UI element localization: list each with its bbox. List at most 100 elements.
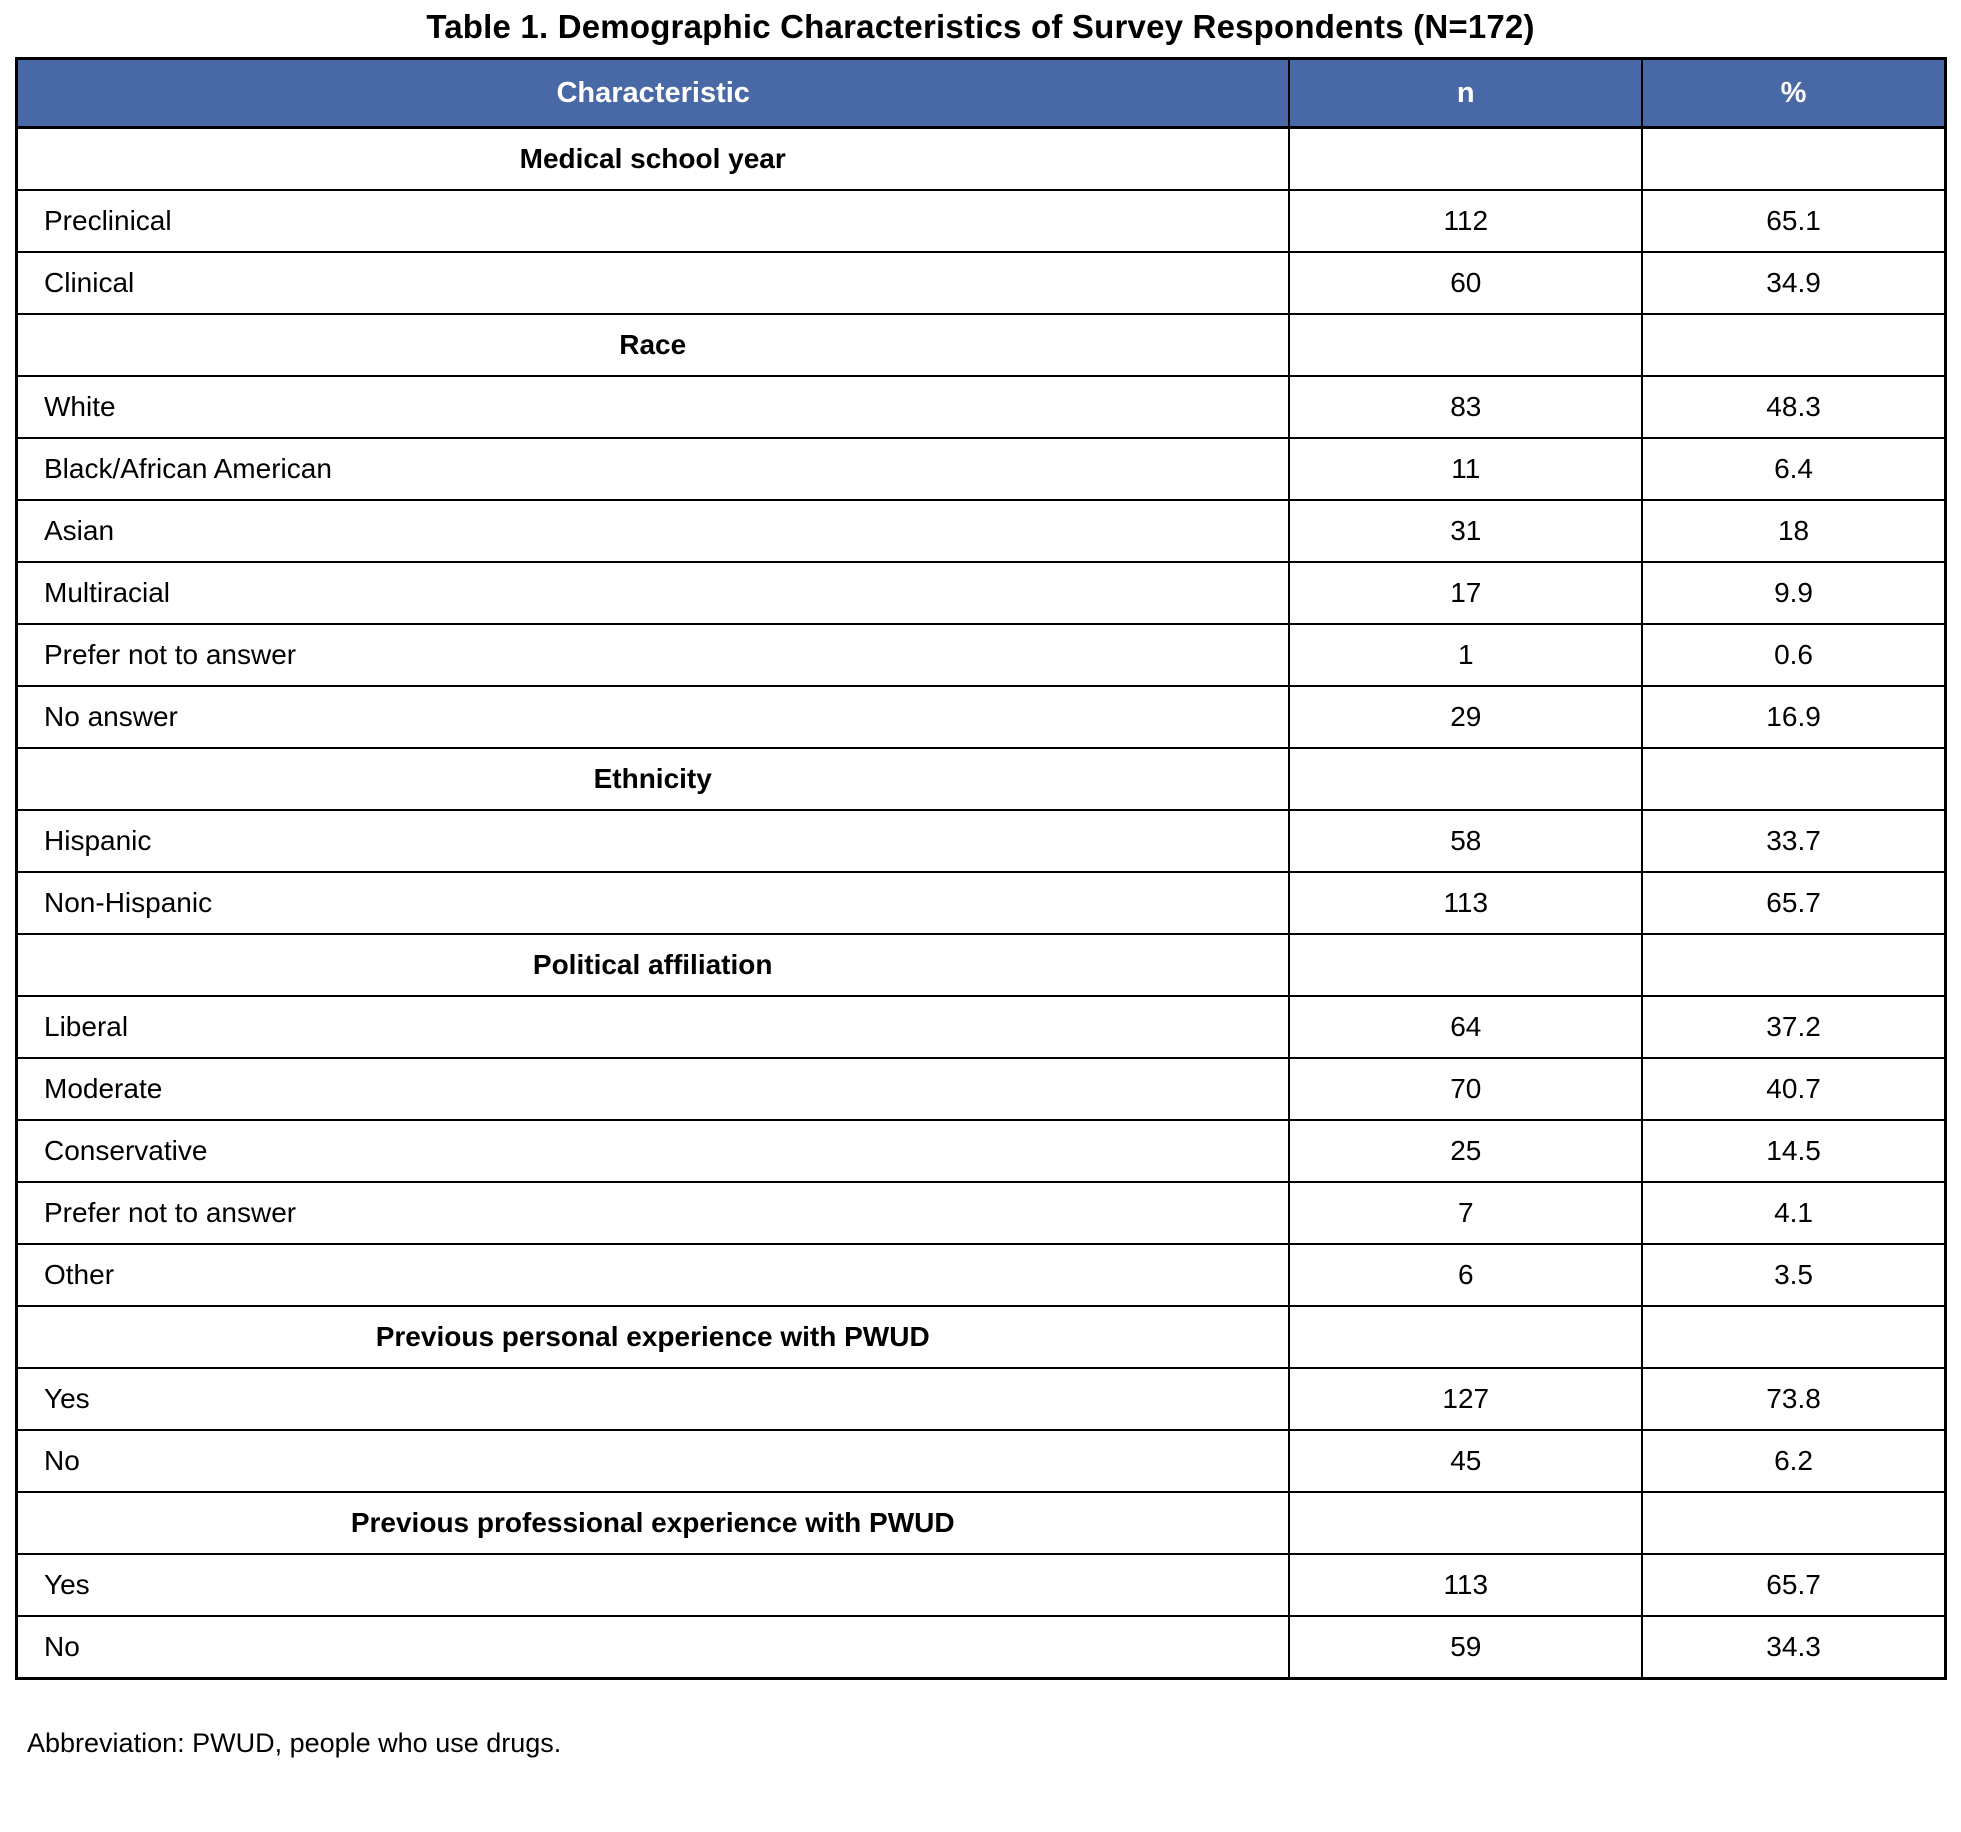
table-row: No 59 34.3: [15, 1615, 1947, 1680]
n-cell: [1288, 126, 1644, 191]
pct-cell: [1641, 933, 1947, 997]
n-cell: 7: [1288, 1181, 1644, 1245]
characteristic-cell: Multiracial: [15, 561, 1291, 625]
section-header-cell: Ethnicity: [15, 747, 1291, 811]
n-cell: 64: [1288, 995, 1644, 1059]
pct-cell: 40.7: [1641, 1057, 1947, 1121]
pct-cell: [1641, 313, 1947, 377]
table-row: Yes 113 65.7: [15, 1553, 1947, 1617]
table-row: No 45 6.2: [15, 1429, 1947, 1493]
table-row: Asian 31 18: [15, 499, 1947, 563]
n-cell: 127: [1288, 1367, 1644, 1431]
pct-cell: 65.1: [1641, 189, 1947, 253]
n-cell: [1288, 313, 1644, 377]
n-cell: 11: [1288, 437, 1644, 501]
pct-cell: 16.9: [1641, 685, 1947, 749]
table-row: Hispanic 58 33.7: [15, 809, 1947, 873]
pct-cell: 34.9: [1641, 251, 1947, 315]
section-row-political-affiliation: Political affiliation: [15, 933, 1947, 997]
pct-cell: 6.4: [1641, 437, 1947, 501]
characteristic-cell: Other: [15, 1243, 1291, 1307]
characteristic-cell: Clinical: [15, 251, 1291, 315]
n-cell: 112: [1288, 189, 1644, 253]
table-row: Conservative 25 14.5: [15, 1119, 1947, 1183]
characteristic-cell: Prefer not to answer: [15, 623, 1291, 687]
characteristic-cell: No: [15, 1429, 1291, 1493]
characteristic-cell: Black/African American: [15, 437, 1291, 501]
n-cell: 113: [1288, 1553, 1644, 1617]
pct-cell: 3.5: [1641, 1243, 1947, 1307]
n-cell: [1288, 1491, 1644, 1555]
pct-cell: 18: [1641, 499, 1947, 563]
section-row-race: Race: [15, 313, 1947, 377]
table-row: Clinical 60 34.9: [15, 251, 1947, 315]
characteristic-cell: Yes: [15, 1553, 1291, 1617]
table-row: Multiracial 17 9.9: [15, 561, 1947, 625]
pct-cell: 48.3: [1641, 375, 1947, 439]
section-row-personal-experience: Previous personal experience with PWUD: [15, 1305, 1947, 1369]
section-row-medical-school-year: Medical school year: [15, 126, 1947, 191]
header-row: Characteristic n %: [15, 57, 1947, 129]
abbreviation-footnote: Abbreviation: PWUD, people who use drugs…: [27, 1728, 562, 1758]
table-row: Black/African American 11 6.4: [15, 437, 1947, 501]
n-cell: [1288, 933, 1644, 997]
n-cell: 113: [1288, 871, 1644, 935]
table-row: Other 6 3.5: [15, 1243, 1947, 1307]
demographics-table: Characteristic n % Medical school year P…: [15, 57, 1947, 1680]
section-header-cell: Previous professional experience with PW…: [15, 1491, 1291, 1555]
characteristic-cell: Prefer not to answer: [15, 1181, 1291, 1245]
section-row-ethnicity: Ethnicity: [15, 747, 1947, 811]
table-row: Liberal 64 37.2: [15, 995, 1947, 1059]
pct-cell: 73.8: [1641, 1367, 1947, 1431]
pct-cell: 0.6: [1641, 623, 1947, 687]
characteristic-cell: Liberal: [15, 995, 1291, 1059]
n-cell: 29: [1288, 685, 1644, 749]
n-cell: 6: [1288, 1243, 1644, 1307]
table-title: Table 1. Demographic Characteristics of …: [426, 8, 1535, 45]
section-header-cell: Medical school year: [15, 126, 1291, 191]
characteristic-cell: No: [15, 1615, 1291, 1680]
table-row: Prefer not to answer 7 4.1: [15, 1181, 1947, 1245]
pct-cell: [1641, 1491, 1947, 1555]
n-cell: 1: [1288, 623, 1644, 687]
n-cell: 83: [1288, 375, 1644, 439]
n-cell: 25: [1288, 1119, 1644, 1183]
pct-cell: 14.5: [1641, 1119, 1947, 1183]
header-n: n: [1288, 57, 1644, 129]
table-row: No answer 29 16.9: [15, 685, 1947, 749]
n-cell: 58: [1288, 809, 1644, 873]
characteristic-cell: Non-Hispanic: [15, 871, 1291, 935]
characteristic-cell: Hispanic: [15, 809, 1291, 873]
header-characteristic: Characteristic: [15, 57, 1291, 129]
pct-cell: 34.3: [1641, 1615, 1947, 1680]
pct-cell: 6.2: [1641, 1429, 1947, 1493]
characteristic-cell: Conservative: [15, 1119, 1291, 1183]
characteristic-cell: Preclinical: [15, 189, 1291, 253]
section-row-professional-experience: Previous professional experience with PW…: [15, 1491, 1947, 1555]
characteristic-cell: Asian: [15, 499, 1291, 563]
pct-cell: 9.9: [1641, 561, 1947, 625]
table-row: White 83 48.3: [15, 375, 1947, 439]
n-cell: [1288, 747, 1644, 811]
section-header-cell: Political affiliation: [15, 933, 1291, 997]
section-header-cell: Previous personal experience with PWUD: [15, 1305, 1291, 1369]
pct-cell: [1641, 126, 1947, 191]
table-header: Characteristic n %: [15, 57, 1947, 129]
table-row: Non-Hispanic 113 65.7: [15, 871, 1947, 935]
pct-cell: [1641, 747, 1947, 811]
table-row: Yes 127 73.8: [15, 1367, 1947, 1431]
table-row: Prefer not to answer 1 0.6: [15, 623, 1947, 687]
n-cell: [1288, 1305, 1644, 1369]
n-cell: 70: [1288, 1057, 1644, 1121]
pct-cell: 33.7: [1641, 809, 1947, 873]
table-body: Medical school year Preclinical 112 65.1…: [15, 126, 1947, 1680]
n-cell: 45: [1288, 1429, 1644, 1493]
n-cell: 31: [1288, 499, 1644, 563]
pct-cell: [1641, 1305, 1947, 1369]
table-row: Preclinical 112 65.1: [15, 189, 1947, 253]
n-cell: 60: [1288, 251, 1644, 315]
header-pct: %: [1641, 57, 1947, 129]
characteristic-cell: White: [15, 375, 1291, 439]
section-header-cell: Race: [15, 313, 1291, 377]
pct-cell: 65.7: [1641, 871, 1947, 935]
